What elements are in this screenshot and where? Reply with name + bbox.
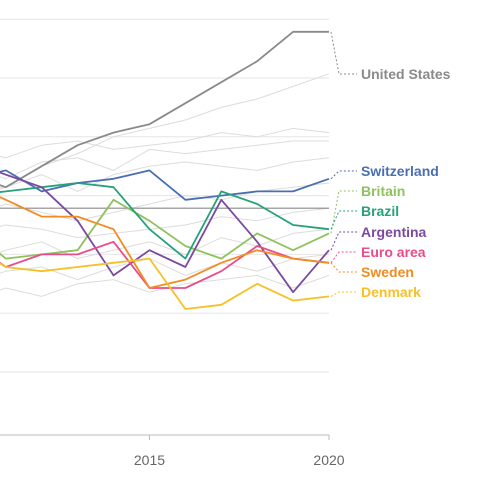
background-series-line [0, 157, 330, 192]
series-line [0, 257, 330, 310]
series-label: Denmark [361, 284, 421, 300]
label-leader [330, 170, 357, 180]
label-leader [330, 251, 357, 264]
label-leader [330, 31, 357, 75]
series-line [0, 182, 330, 260]
series-label: Switzerland [361, 163, 439, 179]
series-line [0, 198, 330, 260]
series-line [0, 196, 330, 289]
series-label: Argentina [361, 224, 427, 240]
x-tick-label: 2015 [134, 452, 165, 468]
label-leader [330, 190, 357, 234]
background-series-line [0, 182, 330, 222]
x-axis: 2015 2020 [0, 434, 345, 468]
series-label: Brazil [361, 203, 399, 219]
series-label: Sweden [361, 264, 414, 280]
series-labels: United States Switzerland Britain Brazil Arg… [330, 31, 451, 300]
series-line [0, 171, 330, 294]
x-tick-label: 2020 [313, 452, 344, 468]
background-series-line [0, 207, 330, 239]
series-label: Britain [361, 183, 405, 199]
background-series-line [0, 140, 329, 180]
background-series-line [0, 274, 330, 297]
series-label: Euro area [361, 244, 426, 260]
background-series-line [0, 73, 330, 189]
label-leader [330, 262, 357, 273]
label-leader [330, 231, 357, 251]
series-lines [0, 30, 330, 310]
series-line [0, 169, 330, 201]
series-line [0, 30, 329, 189]
background-series-line [0, 127, 330, 159]
gridlines [0, 18, 329, 373]
label-leader [330, 291, 357, 297]
series-label: United States [361, 66, 451, 82]
background-series-line [0, 228, 330, 260]
